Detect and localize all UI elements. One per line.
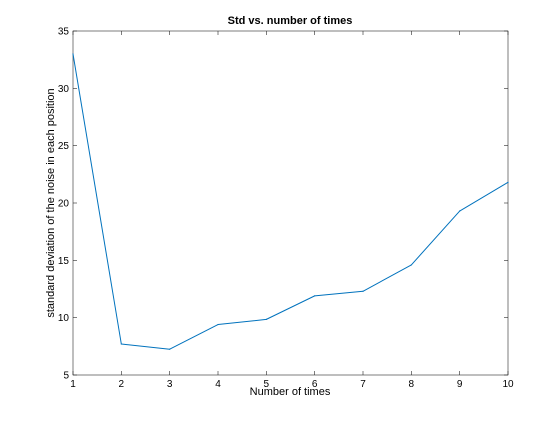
x-axis-ticks: 1 2 3 4 5 6 7 8 9 10 — [70, 31, 514, 390]
series-line — [72, 53, 509, 350]
y-tick-label: 35 — [58, 27, 70, 38]
x-tick-label: 1 — [70, 379, 76, 390]
y-tick-label: 5 — [63, 371, 69, 382]
x-tick-label: 9 — [457, 379, 463, 390]
y-axis-ticks: 5 10 15 20 25 30 35 — [58, 27, 508, 382]
x-tick-label: 5 — [264, 379, 270, 390]
y-tick-label: 15 — [58, 256, 70, 267]
data-point — [410, 264, 412, 266]
x-tick-label: 8 — [409, 379, 415, 390]
data-point — [120, 343, 122, 345]
y-tick-label: 10 — [58, 313, 70, 324]
data-point — [72, 53, 74, 55]
x-tick-label: 4 — [215, 379, 221, 390]
y-tick-label: 30 — [58, 84, 70, 95]
x-tick-label: 7 — [360, 379, 366, 390]
data-point — [362, 290, 364, 292]
plot-area — [72, 30, 509, 376]
data-point — [459, 210, 461, 212]
x-axis-label: Number of times — [250, 386, 331, 398]
data-point — [314, 295, 316, 297]
y-axis-label: standard deviation of the noise in each … — [45, 88, 57, 317]
y-tick-label: 25 — [58, 141, 70, 152]
data-point — [265, 318, 267, 320]
y-tick-label: 20 — [58, 199, 70, 210]
data-point — [507, 181, 509, 183]
x-tick-label: 6 — [312, 379, 318, 390]
data-point — [217, 323, 219, 326]
data-point — [169, 348, 171, 350]
x-tick-label: 10 — [502, 379, 514, 390]
x-tick-label: 3 — [167, 379, 173, 390]
x-tick-label: 2 — [119, 379, 125, 390]
series-layer — [72, 53, 509, 350]
chart-title: Std vs. number of times — [228, 15, 353, 27]
